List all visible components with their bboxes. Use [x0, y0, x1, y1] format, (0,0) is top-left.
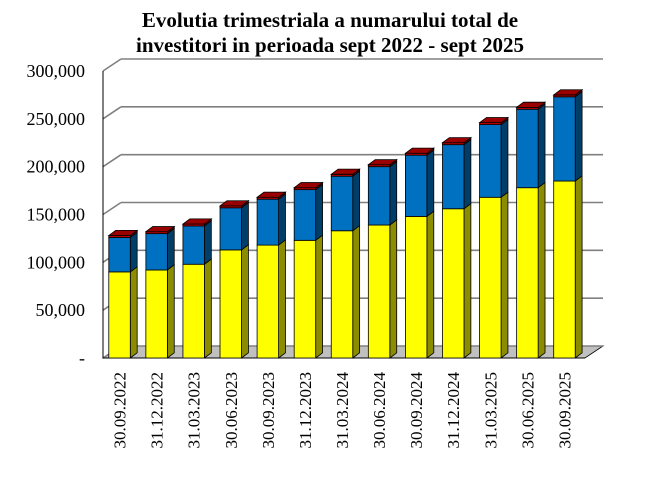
bar-series-2: [516, 108, 539, 189]
gridline-depth: [102, 201, 122, 216]
bar-series-1: [367, 224, 391, 359]
bar-top-series-3: [292, 182, 324, 189]
bar-top-series-3: [144, 226, 176, 233]
bar-series-1: [553, 180, 576, 359]
bar-side-series-2: [500, 118, 509, 199]
bar-top-series-3: [404, 147, 435, 154]
bar-series-2: [553, 96, 576, 182]
bar-side-series-1: [129, 265, 138, 359]
bar-side-series-2: [389, 160, 398, 226]
bar-side-series-2: [574, 90, 583, 182]
bar-series-2: [293, 189, 317, 241]
bar-top-series-3: [107, 229, 139, 236]
bar-side-series-1: [537, 181, 546, 359]
bar-top-series-3: [330, 168, 361, 175]
bar-series-1: [182, 263, 205, 359]
x-tick-label: 31.12.2022: [148, 372, 167, 449]
chart-title: Evolutia trimestriala a numarului total …: [60, 8, 600, 58]
bar-side-series-2: [204, 220, 212, 266]
bar-side-series-2: [241, 201, 249, 251]
y-tick-label: -: [79, 348, 85, 368]
bar-series-1: [442, 208, 465, 359]
x-tick-label: 30.09.2024: [407, 372, 426, 449]
x-tick-label: 30.09.2023: [259, 372, 278, 449]
bar-side-series-1: [278, 239, 286, 359]
bar-top-series-3: [181, 218, 213, 225]
bar-series-2: [405, 154, 428, 217]
bar-side-series-1: [426, 210, 435, 359]
bar-top-series-3: [367, 159, 398, 166]
x-tick-label: 30.09.2025: [555, 372, 574, 449]
bar-side-series-2: [129, 231, 138, 273]
bar-side-series-2: [278, 193, 286, 246]
bar-series-1: [479, 196, 502, 359]
bar-series-1: [145, 269, 168, 359]
bar-side-series-2: [315, 183, 323, 242]
bar-side-series-2: [426, 149, 435, 218]
bar-series-2: [442, 144, 465, 210]
bar-top-series-3: [441, 137, 473, 144]
bar-series-2: [182, 225, 205, 265]
bar-side-series-1: [241, 243, 249, 359]
bar-side-series-1: [315, 234, 323, 359]
x-tick-label: 30.06.2024: [370, 372, 389, 449]
x-tick-label: 30.09.2022: [111, 372, 130, 449]
gridline-depth: [102, 58, 122, 72]
chart-title-line-1: Evolutia trimestriala a numarului total …: [141, 8, 519, 32]
y-tick-label: 50,000: [36, 300, 86, 320]
bar-side-series-1: [352, 224, 361, 359]
y-tick-label: 200,000: [27, 157, 86, 177]
bar-top-series-3: [552, 89, 584, 96]
bar-top-series-3: [218, 200, 250, 207]
x-tick-label: 31.03.2023: [185, 372, 204, 449]
x-tick-label: 30.06.2025: [518, 372, 537, 449]
bar-side-series-1: [389, 219, 398, 359]
y-tick-label: 150,000: [27, 205, 86, 225]
y-tick-label: 250,000: [27, 109, 86, 129]
x-tick-label: 31.12.2023: [296, 372, 315, 449]
bar-series-2: [479, 124, 502, 198]
bar-side-series-2: [352, 170, 361, 232]
x-tick-label: 31.03.2025: [481, 372, 500, 449]
x-tick-label: 31.12.2024: [444, 372, 463, 449]
bar-series-1: [293, 239, 317, 359]
bar-top-series-3: [515, 101, 547, 108]
bar-series-2: [219, 207, 242, 251]
bar-side-series-1: [500, 191, 509, 359]
bar-series-2: [145, 233, 168, 271]
bar-side-series-2: [463, 138, 472, 210]
bar-side-series-1: [204, 258, 212, 359]
bar-series-2: [108, 237, 131, 273]
bar-series-2: [367, 166, 391, 226]
x-tick-label: 30.06.2023: [222, 372, 241, 449]
bar-series-1: [108, 271, 131, 359]
bar-series-2: [330, 175, 354, 232]
bar-top-series-3: [255, 191, 287, 198]
bar-series-2: [256, 198, 279, 246]
y-tick-label: 300,000: [27, 61, 86, 81]
bar-series-1: [330, 230, 354, 359]
chart-title-line-2: investitori in perioada sept 2022 - sept…: [136, 33, 524, 57]
bar-side-series-1: [166, 264, 175, 359]
bar-side-series-2: [537, 103, 546, 189]
bar-top-series-3: [478, 117, 510, 124]
bar-side-series-1: [463, 202, 472, 359]
bar-series-1: [256, 244, 279, 359]
bar-series-1: [219, 249, 242, 359]
gridline-depth: [102, 106, 122, 120]
gridline-depth: [102, 154, 122, 168]
y-tick-label: 100,000: [27, 252, 86, 272]
bar-series-1: [516, 187, 539, 359]
bar-side-series-1: [574, 175, 583, 359]
bar-series-1: [405, 216, 428, 359]
x-tick-label: 31.03.2024: [333, 372, 352, 449]
bar-side-series-2: [166, 227, 175, 271]
